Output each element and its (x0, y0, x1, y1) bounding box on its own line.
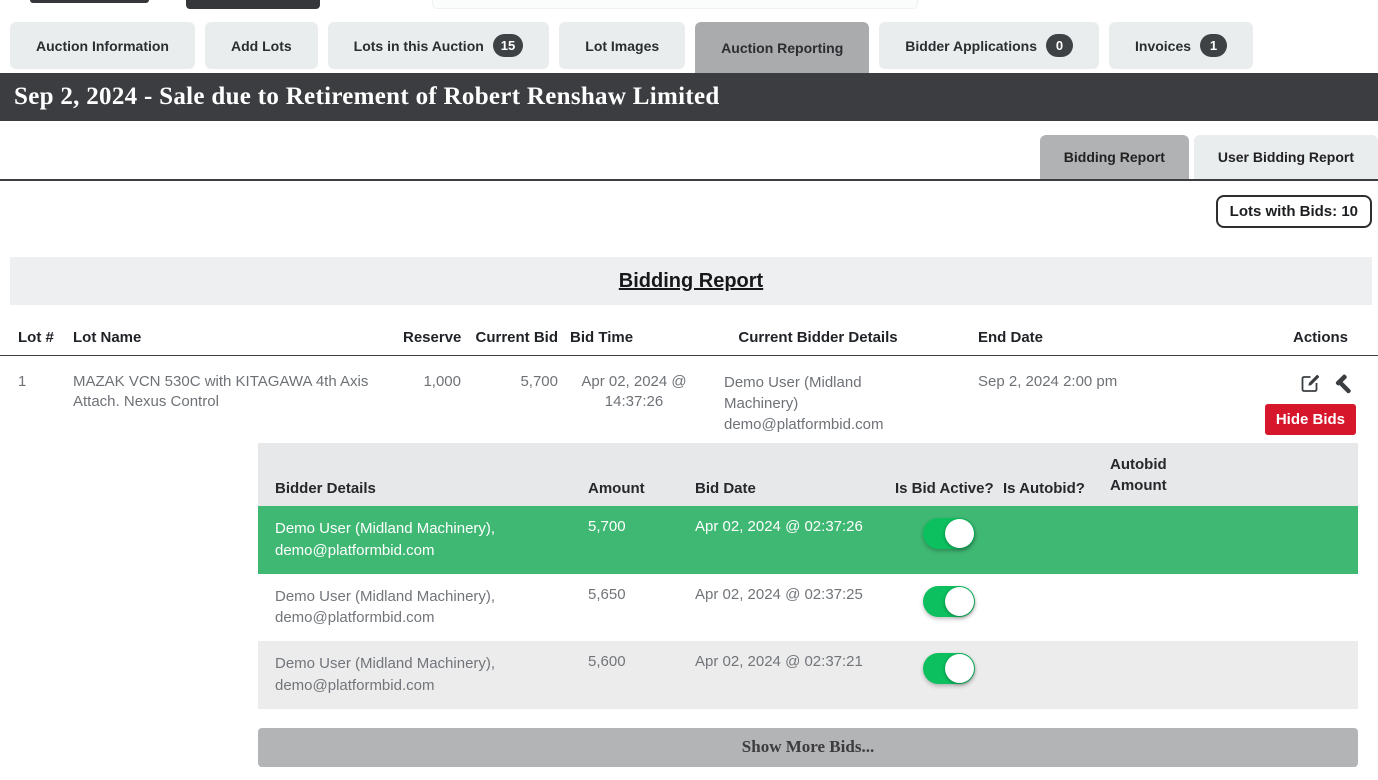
gavel-button[interactable] (1332, 372, 1356, 396)
lots-table-header: Lot # Lot Name Reserve Current Bid Bid T… (0, 329, 1378, 356)
toggle-knob (945, 586, 974, 616)
lot-end-date: Sep 2, 2024 2:00 pm (978, 373, 1118, 390)
col-is-autobid: Is Autobid? (1003, 480, 1085, 497)
toggle-knob (945, 519, 974, 548)
hide-bids-button[interactable]: Hide Bids (1264, 404, 1356, 435)
lot-actions: Hide Bids (1218, 372, 1378, 435)
subtab-user-bidding-report[interactable]: User Bidding Report (1193, 135, 1378, 179)
bid-bidder-details: Demo User (Midland Machinery), demo@plat… (275, 587, 496, 627)
col-amount: Amount (588, 480, 645, 497)
auction-tabs: Auction Information Add Lots Lots in thi… (0, 22, 1378, 73)
col-bidder-details: Bidder Details (275, 480, 376, 497)
edit-lot-button[interactable] (1298, 372, 1322, 396)
bid-amount: 5,600 (588, 653, 626, 670)
invoices-badge: 1 (1200, 34, 1228, 57)
bidder-applications-badge: 0 (1046, 34, 1073, 57)
cutoff-element-light (432, 0, 918, 9)
bid-row: Demo User (Midland Machinery), demo@plat… (258, 641, 1358, 709)
bid-row: Demo User (Midland Machinery), demo@plat… (258, 506, 1358, 574)
cutoff-element-left (30, 0, 149, 3)
bid-active-toggle[interactable] (923, 585, 975, 617)
report-banner: Bidding Report (10, 257, 1372, 305)
bid-amount: 5,650 (588, 585, 626, 603)
bid-date: Apr 02, 2024 @ 02:37:25 (695, 585, 863, 603)
tab-auction-information[interactable]: Auction Information (10, 22, 195, 69)
lots-with-bids-button[interactable]: Lots with Bids: 10 (1215, 195, 1372, 228)
tab-lot-images[interactable]: Lot Images (559, 22, 686, 69)
edit-icon (1298, 372, 1322, 396)
lot-row: 1 MAZAK VCN 530C with KITAGAWA 4th Axis … (0, 356, 1378, 435)
lot-bid-time: Apr 02, 2024 @ 14:37:26 (581, 373, 687, 410)
cutoff-element-mid (186, 0, 320, 9)
lot-number: 1 (18, 373, 27, 390)
bid-active-toggle[interactable] (923, 518, 975, 549)
lot-name: MAZAK VCN 530C with KITAGAWA 4th Axis At… (73, 373, 369, 410)
col-current-bid: Current Bid (475, 329, 559, 346)
tab-invoices[interactable]: Invoices 1 (1109, 22, 1254, 69)
col-end-date: End Date (978, 329, 1044, 346)
auction-title-bar: Sep 2, 2024 - Sale due to Retirement of … (0, 73, 1378, 121)
col-bid-time: Bid Time (570, 329, 634, 346)
lots-table: Lot # Lot Name Reserve Current Bid Bid T… (0, 329, 1378, 435)
tab-auction-reporting[interactable]: Auction Reporting (695, 22, 870, 73)
col-autobid-amount: Autobid Amount (1110, 455, 1167, 495)
lots-count-badge: 15 (492, 34, 524, 57)
bid-date: Apr 02, 2024 @ 02:37:26 (695, 518, 863, 535)
bids-table: Bidder Details Amount Bid Date Is Bid Ac… (258, 443, 1358, 709)
col-lot-number: Lot # (18, 329, 54, 346)
report-subtabs: Bidding Report User Bidding Report (0, 135, 1378, 181)
tab-lots-in-this-auction[interactable]: Lots in this Auction 15 (327, 22, 550, 69)
subtab-bidding-report[interactable]: Bidding Report (1039, 135, 1189, 179)
lot-reserve: 1,000 (423, 373, 461, 390)
lot-current-bidder: Demo User (Midland Machinery) demo@platf… (724, 374, 884, 433)
gavel-icon (1332, 372, 1356, 396)
report-title: Bidding Report (618, 269, 764, 292)
toggle-knob (945, 654, 974, 683)
bids-table-header: Bidder Details Amount Bid Date Is Bid Ac… (258, 443, 1358, 506)
tab-add-lots[interactable]: Add Lots (205, 22, 318, 69)
bid-amount: 5,700 (588, 518, 626, 535)
lot-current-bid: 5,700 (520, 373, 558, 390)
bid-active-toggle[interactable] (923, 653, 975, 684)
col-actions: Actions (1292, 329, 1348, 346)
auction-title: Sep 2, 2024 - Sale due to Retirement of … (14, 83, 720, 110)
bid-bidder-details: Demo User (Midland Machinery), demo@plat… (275, 655, 496, 694)
show-more-bids-button[interactable]: Show More Bids... (258, 727, 1358, 767)
col-reserve: Reserve (403, 329, 462, 346)
lots-with-bids-wrap: Lots with Bids: 10 (0, 195, 1378, 228)
bid-bidder-details: Demo User (Midland Machinery), demo@plat… (275, 520, 496, 559)
col-current-bidder: Current Bidder Details (738, 329, 898, 346)
tab-bidder-applications[interactable]: Bidder Applications 0 (879, 22, 1099, 69)
col-bid-date: Bid Date (695, 480, 756, 497)
bid-row: Demo User (Midland Machinery), demo@plat… (258, 573, 1358, 641)
col-is-bid-active: Is Bid Active? (895, 480, 994, 497)
col-lot-name: Lot Name (73, 329, 142, 346)
bid-date: Apr 02, 2024 @ 02:37:21 (695, 653, 863, 670)
